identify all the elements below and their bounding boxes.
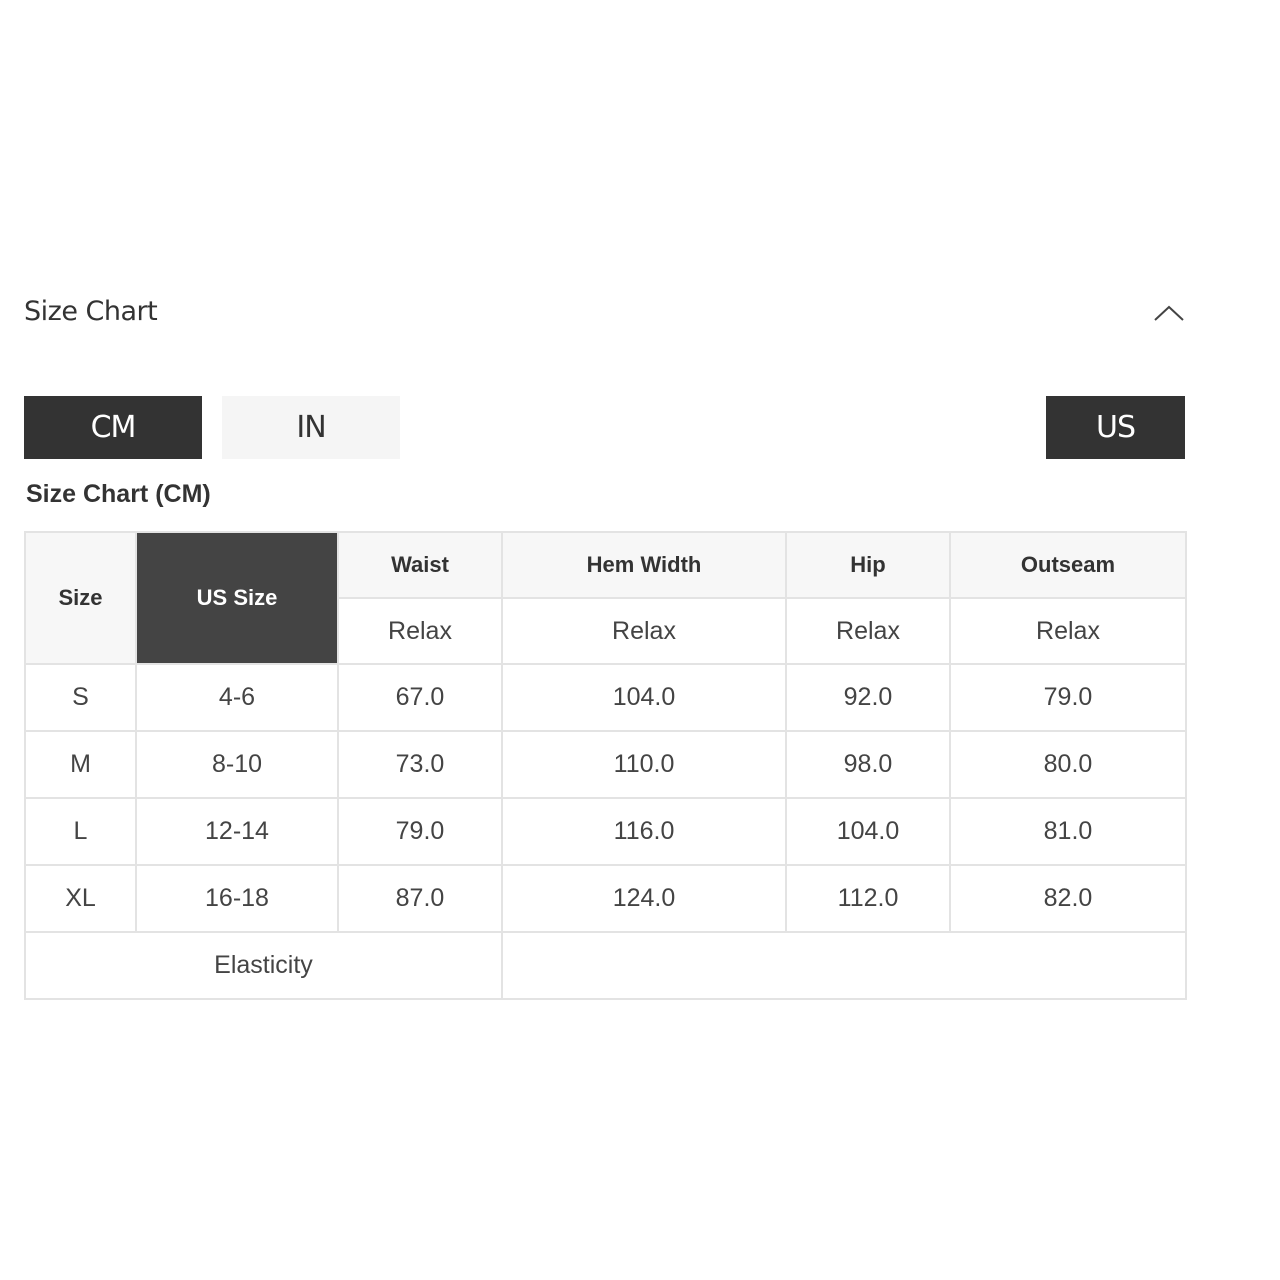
cell-waist: 73.0 [337,730,503,799]
cell-us-size: 12-14 [135,797,339,866]
cell-size: L [24,797,137,866]
subheader-outseam: Relax [949,597,1187,665]
cell-hip: 98.0 [785,730,951,799]
header-hip: Hip [785,531,951,599]
cell-hip: 112.0 [785,864,951,933]
header-waist: Waist [337,531,503,599]
header-hem-width: Hem Width [501,531,787,599]
cell-size: M [24,730,137,799]
table-row: L 12-14 79.0 116.0 104.0 81.0 [24,797,1187,866]
subheader-hem-width: Relax [501,597,787,665]
cell-us-size: 16-18 [135,864,339,933]
table-row: S 4-6 67.0 104.0 92.0 79.0 [24,663,1187,732]
cell-size: XL [24,864,137,933]
elasticity-label: Elasticity [24,931,503,1000]
table-row: M 8-10 73.0 110.0 98.0 80.0 [24,730,1187,799]
cell-outseam: 80.0 [949,730,1187,799]
header-size: Size [24,531,137,665]
region-us-button[interactable]: US [1046,396,1185,459]
table-row: XL 16-18 87.0 124.0 112.0 82.0 [24,864,1187,933]
elasticity-row: Elasticity [24,931,1187,1000]
cell-outseam: 81.0 [949,797,1187,866]
cell-size: S [24,663,137,732]
size-table: Size US Size Waist Hem Width Hip Outseam… [24,531,1187,1000]
elasticity-value [501,931,1187,1000]
cell-us-size: 4-6 [135,663,339,732]
cell-waist: 87.0 [337,864,503,933]
subheader-hip: Relax [785,597,951,665]
cell-outseam: 82.0 [949,864,1187,933]
cell-hem-width: 104.0 [501,663,787,732]
cell-hem-width: 124.0 [501,864,787,933]
cell-outseam: 79.0 [949,663,1187,732]
chevron-up-icon[interactable] [1152,300,1186,324]
header-us-size: US Size [135,531,339,665]
cell-hem-width: 116.0 [501,797,787,866]
size-chart-title: Size Chart [24,296,158,327]
cell-hip: 104.0 [785,797,951,866]
cell-waist: 79.0 [337,797,503,866]
cell-hip: 92.0 [785,663,951,732]
subheader-waist: Relax [337,597,503,665]
table-subtitle: Size Chart (CM) [26,480,211,508]
header-outseam: Outseam [949,531,1187,599]
cell-waist: 67.0 [337,663,503,732]
unit-in-button[interactable]: IN [222,396,400,459]
cell-us-size: 8-10 [135,730,339,799]
unit-cm-button[interactable]: CM [24,396,202,459]
cell-hem-width: 110.0 [501,730,787,799]
